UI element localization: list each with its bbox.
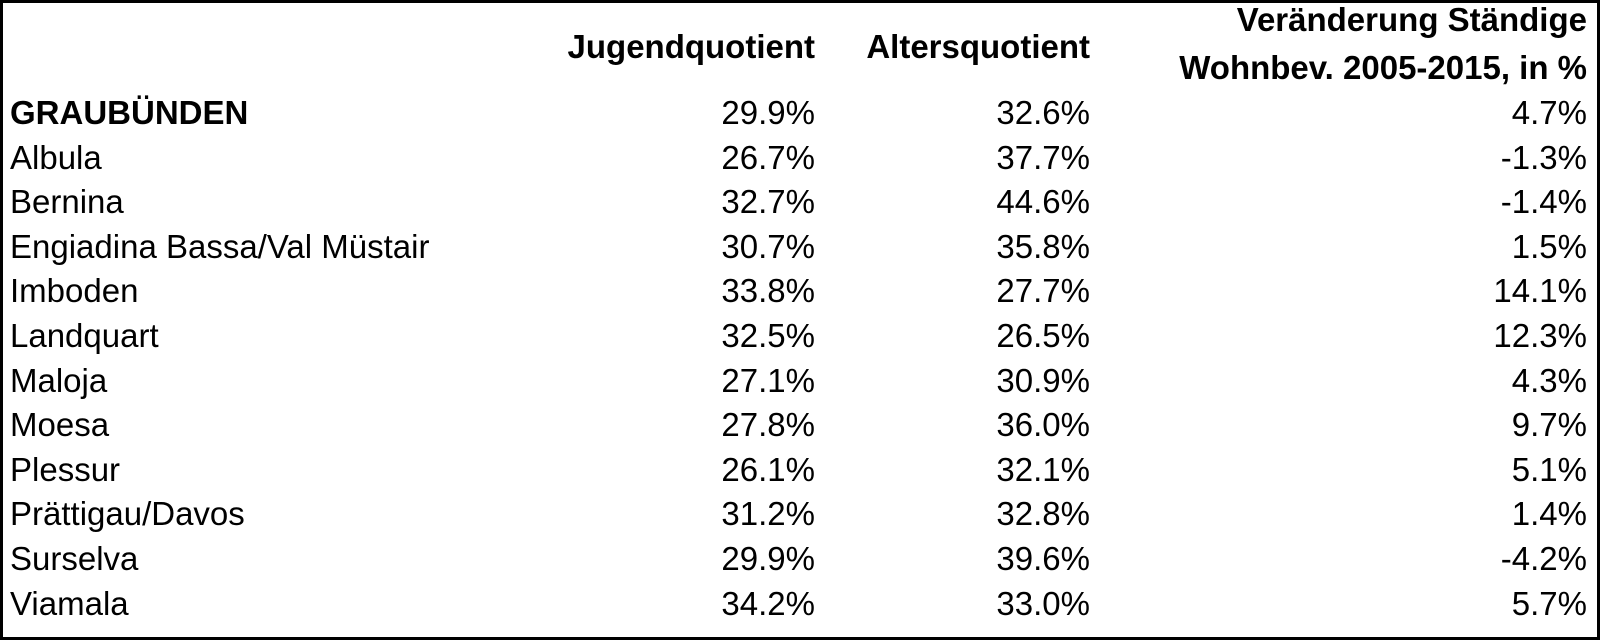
cell-value: 5.1%: [1511, 450, 1587, 488]
cell-value: 32.5%: [721, 317, 815, 354]
cell-value: 32.6%: [996, 94, 1090, 131]
cell-value: -4.2%: [1500, 540, 1587, 577]
cell-value: 33.8%: [721, 272, 815, 310]
cell-value: 26.5%: [996, 317, 1090, 354]
cell-value: 26.7%: [721, 138, 815, 176]
cell-value: 30.7%: [721, 227, 815, 265]
cell-value: 32.8%: [996, 495, 1090, 533]
cell-value: 29.9%: [721, 94, 815, 131]
cell-value: 14.1%: [1493, 272, 1587, 310]
row-label: Bernina: [10, 183, 124, 221]
cell-value: 31.2%: [721, 495, 815, 533]
row-label: Surselva: [10, 540, 139, 577]
cell-value: -1.4%: [1500, 183, 1587, 221]
column-header: Jugendquotient: [567, 28, 815, 65]
column-header: Wohnbev. 2005-2015, in %: [1179, 49, 1587, 86]
cell-value: 26.1%: [721, 450, 815, 488]
cell-value: 32.7%: [721, 183, 815, 221]
row-label: Imboden: [10, 272, 139, 310]
row-label: Viamala: [10, 584, 129, 622]
cell-value: 1.4%: [1511, 495, 1587, 533]
cell-value: 36.0%: [996, 406, 1090, 444]
row-label: Maloja: [10, 361, 108, 399]
cell-value: 34.2%: [721, 584, 815, 622]
cell-value: 4.3%: [1511, 361, 1587, 399]
cell-value: 4.7%: [1511, 94, 1587, 131]
cell-value: 44.6%: [996, 183, 1090, 221]
cell-value: 33.0%: [996, 584, 1090, 622]
cell-value: 5.7%: [1511, 584, 1587, 622]
cell-value: 27.8%: [721, 406, 815, 444]
cell-value: 1.5%: [1511, 227, 1587, 265]
row-label: GRAUBÜNDEN: [10, 94, 249, 131]
column-header: Veränderung Ständige: [1236, 1, 1587, 38]
cell-value: 9.7%: [1511, 406, 1587, 444]
cell-value: 12.3%: [1493, 317, 1587, 354]
cell-value: 27.1%: [721, 361, 815, 399]
cell-value: 29.9%: [721, 540, 815, 577]
cell-value: 32.1%: [996, 450, 1090, 488]
row-label: Engiadina Bassa/Val Müstair: [10, 227, 430, 265]
cell-value: 35.8%: [996, 227, 1090, 265]
cell-value: 27.7%: [996, 272, 1090, 310]
row-label: Plessur: [10, 450, 121, 488]
cell-value: 37.7%: [996, 138, 1090, 176]
row-label: Landquart: [10, 317, 159, 354]
column-header: Altersquotient: [866, 28, 1090, 65]
row-label: Prättigau/Davos: [10, 495, 245, 533]
cell-value: 30.9%: [996, 361, 1090, 399]
row-label: Moesa: [10, 406, 110, 444]
cell-value: 39.6%: [996, 540, 1090, 577]
cell-value: -1.3%: [1500, 138, 1587, 176]
row-label: Albula: [10, 138, 102, 176]
